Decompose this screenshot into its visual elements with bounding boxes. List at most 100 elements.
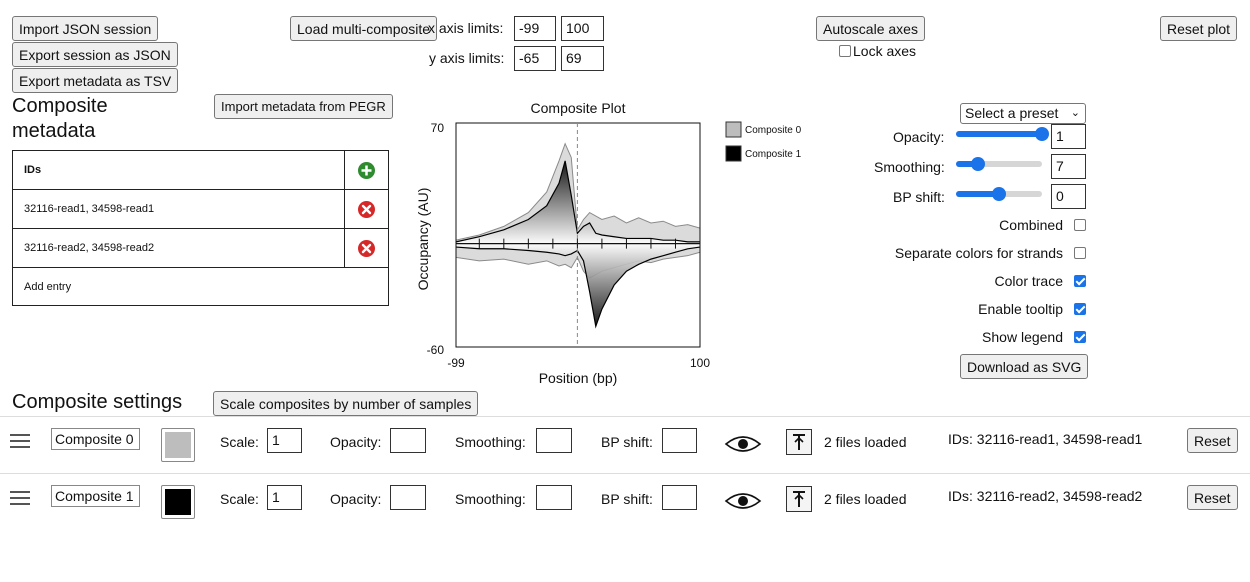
bp-shift-slider-knob[interactable] <box>992 187 1006 201</box>
color-trace-checkbox[interactable] <box>1074 275 1086 287</box>
autoscale-axes-button[interactable]: Autoscale axes <box>816 16 925 41</box>
opacity-slider-knob[interactable] <box>1035 127 1049 141</box>
lock-axes-label: Lock axes <box>853 43 917 59</box>
color-trace-label: Color trace <box>994 273 1063 289</box>
opacity-label: Opacity: <box>330 491 382 507</box>
files-loaded-label: 2 files loaded <box>824 491 907 507</box>
bp-shift-input[interactable] <box>662 428 697 453</box>
metadata-header-row: IDs <box>13 151 388 190</box>
color-swatch <box>165 489 191 515</box>
scale-label: Scale: <box>220 491 259 507</box>
reset-plot-button[interactable]: Reset plot <box>1160 16 1238 41</box>
add-entry-label[interactable]: Add entry <box>24 281 72 293</box>
opacity-input[interactable] <box>390 428 426 453</box>
ids-header: IDs <box>24 164 42 176</box>
add-entry-row[interactable]: Add entry <box>13 268 388 305</box>
composite-ids-label: IDs: 32116-read1, 34598-read1 <box>948 431 1143 447</box>
combined-label: Combined <box>999 217 1063 233</box>
reset-composite-button[interactable]: Reset <box>1187 485 1238 510</box>
preset-select-value: Select a preset <box>965 105 1059 121</box>
y-tick-label: 70 <box>431 121 445 135</box>
smoothing-input[interactable] <box>536 485 572 510</box>
bp-shift-slider[interactable] <box>956 187 1042 201</box>
composite-row: Composite 1 Scale: 1 Opacity: Smoothing:… <box>0 474 1250 530</box>
y-min-input[interactable]: -65 <box>514 46 556 71</box>
metadata-row: 32116-read1, 34598-read1 <box>13 190 388 229</box>
plot-area <box>455 122 701 348</box>
smoothing-input[interactable] <box>536 428 572 453</box>
x-circle-icon[interactable] <box>358 240 375 257</box>
import-metadata-pegr-button[interactable]: Import metadata from PEGR <box>214 94 393 119</box>
smoothing-slider-knob[interactable] <box>970 157 985 171</box>
metadata-row-ids: 32116-read1, 34598-read1 <box>24 203 155 215</box>
plus-circle-icon[interactable] <box>358 162 375 179</box>
load-multi-composite-button[interactable]: Load multi-composite <box>290 16 438 41</box>
opacity-slider-fill <box>956 131 1042 137</box>
opacity-input[interactable] <box>390 485 426 510</box>
metadata-table: IDs 32116-read1, 34598-read1 32116-read2… <box>12 150 389 306</box>
bp-shift-label: BP shift: <box>601 434 653 450</box>
export-metadata-tsv-button[interactable]: Export metadata as TSV <box>12 68 179 93</box>
eye-icon[interactable] <box>724 434 762 454</box>
legend-label-composite-1: Composite 1 <box>745 149 802 160</box>
preset-select[interactable]: Select a preset ⌄ <box>960 103 1086 124</box>
x-tick-label: 100 <box>690 356 710 370</box>
lock-axes-checkbox[interactable] <box>839 45 851 57</box>
divider <box>0 473 1250 474</box>
opacity-slider[interactable] <box>956 127 1049 141</box>
x-max-input[interactable]: 100 <box>561 16 604 41</box>
y-max-input[interactable]: 69 <box>561 46 604 71</box>
composite-color-picker[interactable] <box>161 428 195 462</box>
chart-title: Composite Plot <box>531 100 626 116</box>
scale-composites-button[interactable]: Scale composites by number of samples <box>213 391 479 416</box>
combined-checkbox[interactable] <box>1074 219 1086 231</box>
separate-colors-checkbox[interactable] <box>1074 247 1086 259</box>
composite-settings-heading: Composite settings <box>12 391 183 413</box>
import-json-session-button[interactable]: Import JSON session <box>12 16 159 41</box>
strand-toggle-button[interactable] <box>786 429 812 455</box>
x-axis-label: Position (bp) <box>539 370 618 386</box>
x-min-input[interactable]: -99 <box>514 16 556 41</box>
composite-name-input[interactable]: Composite 0 <box>51 428 140 450</box>
drag-handle-icon[interactable] <box>10 491 30 509</box>
bp-shift-input[interactable]: 0 <box>1051 184 1086 209</box>
y-tick-label: -60 <box>427 343 445 357</box>
bp-shift-label: BP shift: <box>601 491 653 507</box>
drag-handle-icon[interactable] <box>10 434 30 452</box>
composite-plot[interactable]: Composite Plot Position (bp) Occupancy (… <box>410 95 820 395</box>
opacity-input[interactable]: 1 <box>1051 124 1086 149</box>
x-circle-icon[interactable] <box>358 201 375 218</box>
metadata-row-ids: 32116-read2, 34598-read2 <box>24 242 155 254</box>
files-loaded-label: 2 files loaded <box>824 434 907 450</box>
show-legend-checkbox[interactable] <box>1074 331 1086 343</box>
enable-tooltip-checkbox[interactable] <box>1074 303 1086 315</box>
eye-icon[interactable] <box>724 491 762 511</box>
smoothing-label: Smoothing: <box>455 434 526 450</box>
scale-input[interactable]: 1 <box>267 428 302 453</box>
x-axis-limits-label: x axis limits: <box>428 20 504 36</box>
composite-metadata-heading-line1: Composite <box>12 95 108 117</box>
series-line-1-reverse <box>455 246 701 329</box>
smoothing-label: Smoothing: <box>874 159 945 175</box>
show-legend-label: Show legend <box>982 329 1063 345</box>
enable-tooltip-label: Enable tooltip <box>978 301 1063 317</box>
opacity-label: Opacity: <box>330 434 382 450</box>
bp-shift-label: BP shift: <box>893 189 945 205</box>
reset-composite-button[interactable]: Reset <box>1187 428 1238 453</box>
strand-toggle-button[interactable] <box>786 486 812 512</box>
legend-swatch-composite-0 <box>725 121 742 138</box>
remove-icon-cell <box>344 190 388 228</box>
export-session-json-button[interactable]: Export session as JSON <box>12 42 178 67</box>
smoothing-slider[interactable] <box>956 157 1042 171</box>
scale-input[interactable]: 1 <box>267 485 302 510</box>
composite-row: Composite 0 Scale: 1 Opacity: Smoothing:… <box>0 417 1250 473</box>
separate-colors-label: Separate colors for strands <box>894 245 1063 261</box>
composite-name-input[interactable]: Composite 1 <box>51 485 140 507</box>
bp-shift-input[interactable] <box>662 485 697 510</box>
series-line-0-forward <box>455 142 701 241</box>
bp-shift-slider-fill <box>956 191 999 197</box>
smoothing-input[interactable]: 7 <box>1051 154 1086 179</box>
download-svg-button[interactable]: Download as SVG <box>960 354 1089 379</box>
composite-color-picker[interactable] <box>161 485 195 519</box>
forward-strand-icon <box>793 434 805 450</box>
